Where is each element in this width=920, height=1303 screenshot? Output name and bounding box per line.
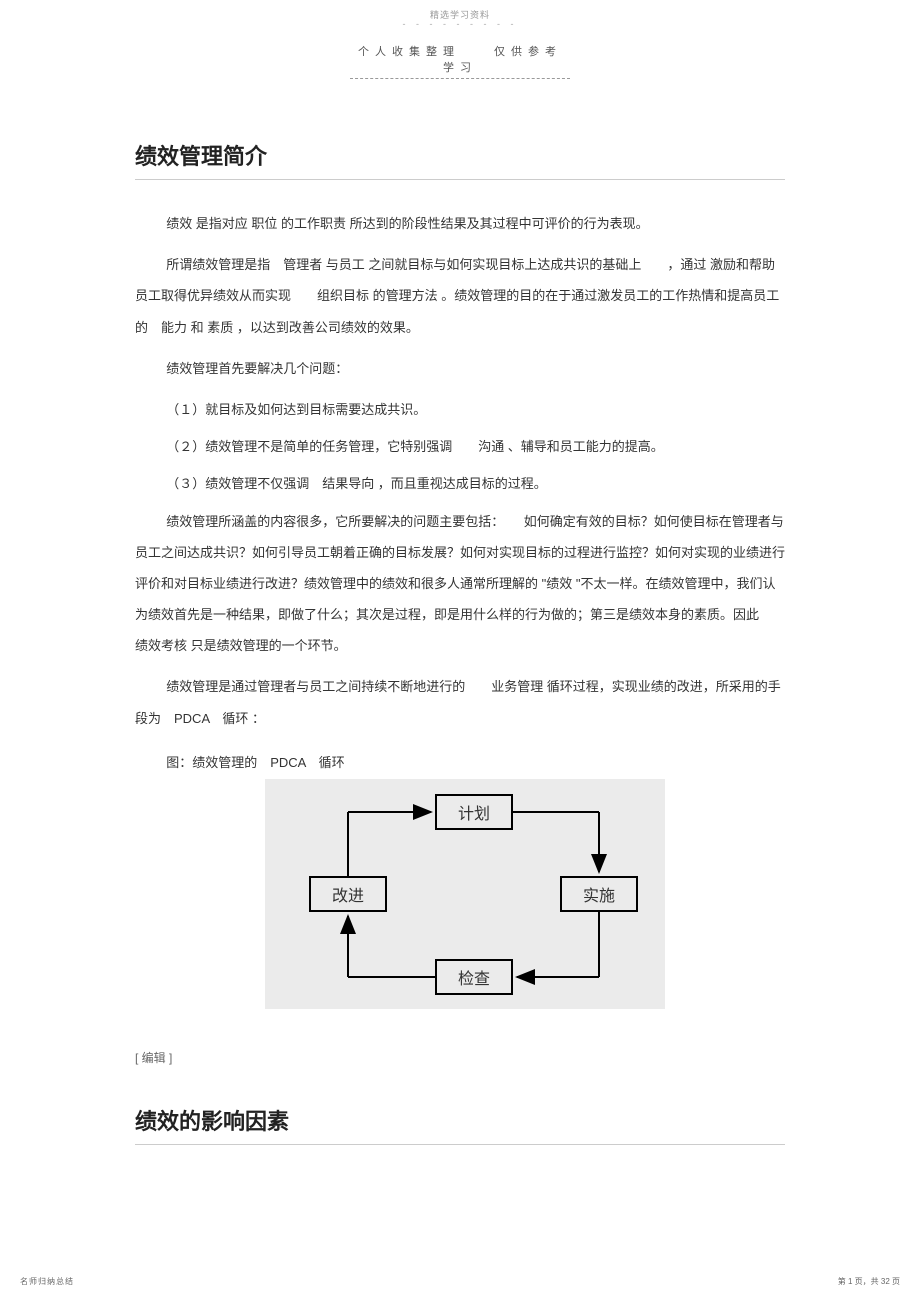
header-sub-label: 个人收集整理 仅供参考学习 [350,29,570,79]
pdca-improve-box: 改进 [309,876,387,912]
section-1-title: 绩效管理简介 [135,139,785,180]
list-item: （２）绩效管理不是简单的任务管理，它特别强调 沟通 、辅导和员工能力的提高。 [135,431,785,462]
main-content: 绩效管理简介 绩效 是指对应 职位 的工作职责 所达到的阶段性结果及其过程中可评… [0,79,920,1145]
footer-right: 第 1 页，共 32 页 [838,1276,900,1287]
pdca-diagram: 计划 改进 实施 检查 [265,779,665,1009]
pdca-execute-box: 实施 [560,876,638,912]
list-item: （３）绩效管理不仅强调 结果导向 ，而且重视达成目标的过程。 [135,468,785,499]
diagram-caption: 图：绩效管理的 PDCA 循环 [135,752,785,771]
paragraph: 绩效 是指对应 职位 的工作职责 所达到的阶段性结果及其过程中可评价的行为表现。 [135,208,785,239]
section-2-title: 绩效的影响因素 [135,1104,785,1145]
paragraph: 绩效管理是通过管理者与员工之间持续不断地进行的 业务管理 循环过程，实现业绩的改… [135,671,785,733]
list-item: （１）就目标及如何达到目标需要达成共识。 [135,394,785,425]
edit-link[interactable]: [ 编辑 ] [135,1049,785,1066]
header-dashes: - - - - - - - - - [0,19,920,29]
paragraph: 绩效管理所涵盖的内容很多，它所要解决的问题主要包括： 如何确定有效的目标？如何使… [135,506,785,662]
paragraph: 绩效管理首先要解决几个问题： [135,353,785,384]
footer-left: 名师归纳总结 [20,1276,74,1287]
pdca-check-box: 检查 [435,959,513,995]
pdca-plan-box: 计划 [435,794,513,830]
header-top-label: 精选学习资料 [0,0,920,21]
paragraph: 所谓绩效管理是指 管理者 与员工 之间就目标与如何实现目标上达成共识的基础上 ，… [135,249,785,343]
